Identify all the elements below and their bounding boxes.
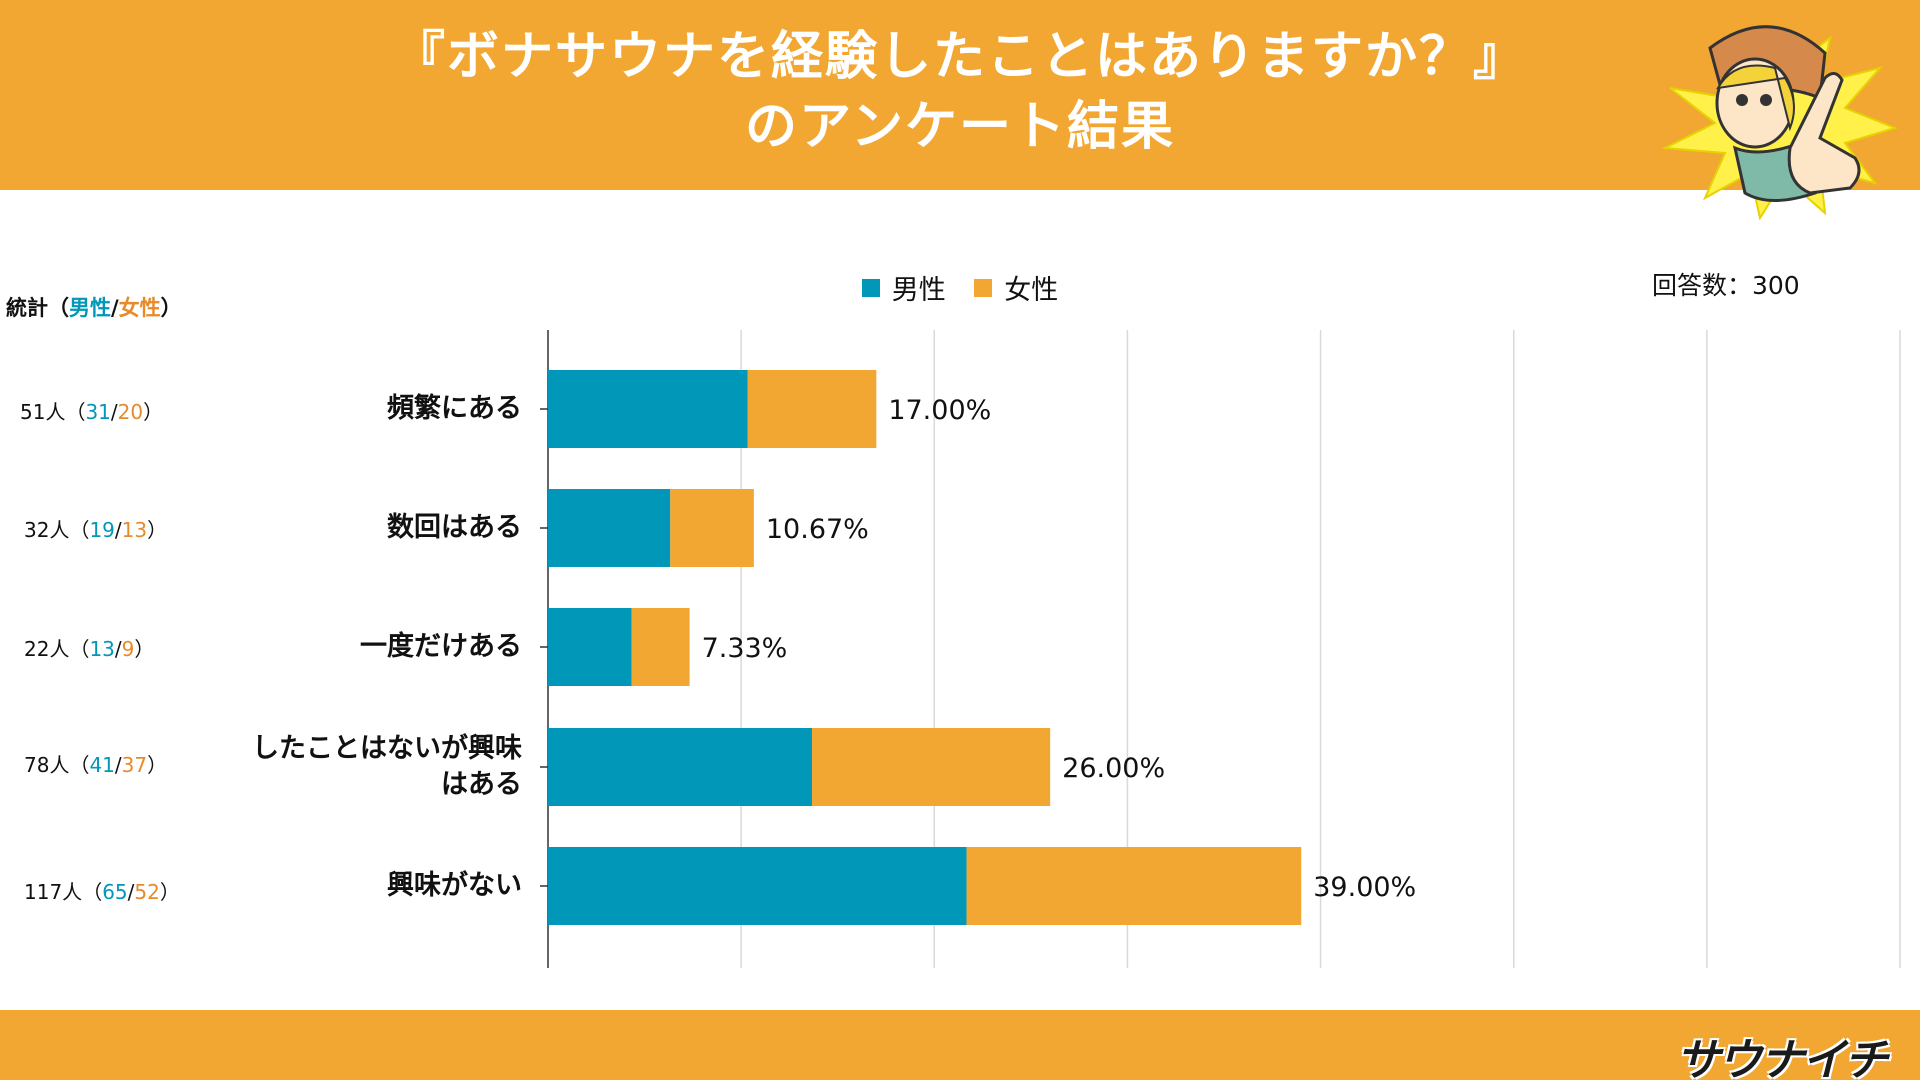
stats-title: 統計（男性/女性） xyxy=(6,292,182,322)
stat-male: 41 xyxy=(89,753,115,777)
stat-total: 117人 xyxy=(24,880,83,904)
stat-female: 13 xyxy=(121,518,148,542)
stat-total: 32人 xyxy=(24,518,70,542)
stat-row: 22人（13/9） xyxy=(24,637,155,661)
stats-title-male: 男性 xyxy=(69,296,111,320)
stat-male: 19 xyxy=(89,518,115,542)
header-banner: 『ボナサウナを経験したことはありますか？』 のアンケート結果 xyxy=(0,0,1920,190)
category-label: 一度だけある xyxy=(360,629,522,665)
category-label-line: 一度だけある xyxy=(360,631,522,662)
category-label-line: したことはないが興味 xyxy=(252,733,522,764)
stat-row: 32人（19/13） xyxy=(24,518,168,542)
data-label: 10.67% xyxy=(766,514,869,545)
data-label: 39.00% xyxy=(1313,872,1416,903)
legend-swatch-male xyxy=(861,278,880,297)
respondent-count: 回答数：300 xyxy=(1652,271,1800,300)
title-line-2: のアンケート結果 xyxy=(745,97,1175,157)
bar-male xyxy=(548,847,967,925)
category-label-line: はある xyxy=(441,769,522,800)
legend-item-female: 女性 xyxy=(974,268,1058,307)
stat-female: 37 xyxy=(121,753,148,777)
bar-female xyxy=(670,489,754,567)
category-label: したことはないが興味はある xyxy=(252,731,522,803)
eye-left xyxy=(1736,94,1748,106)
hair-shape xyxy=(1716,64,1795,132)
stats-title-sep: / xyxy=(111,296,119,320)
stacked-bar-chart: 17.00% 10.67% 7.33% 26.00% 39.00% xyxy=(540,330,1901,968)
bar-male xyxy=(548,608,632,686)
legend-label-male: 男性 xyxy=(891,275,946,306)
stat-row: 117人（65/52） xyxy=(24,880,180,904)
footer-banner: サウナイチ xyxy=(0,1010,1920,1086)
bar-male xyxy=(548,370,748,448)
category-label: 頻繁にある xyxy=(387,391,522,427)
stats-title-female: 女性 xyxy=(118,296,161,320)
bar-male xyxy=(548,728,813,806)
category-label: 興味がない xyxy=(387,868,522,904)
eye-right xyxy=(1760,94,1772,106)
stat-female: 52 xyxy=(134,880,160,904)
bar-female xyxy=(631,608,690,686)
bar-female xyxy=(747,370,877,448)
category-label-line: 興味がない xyxy=(387,870,522,901)
data-label: 26.00% xyxy=(1062,753,1165,784)
stat-male: 65 xyxy=(102,880,128,904)
stats-title-suffix: ） xyxy=(160,296,182,320)
stats-title-prefix: 統計（ xyxy=(6,296,69,320)
stat-total: 78人 xyxy=(24,753,70,777)
data-label: 7.33% xyxy=(702,633,788,664)
brand-logo: サウナイチ xyxy=(1676,1035,1888,1086)
stat-male: 13 xyxy=(89,637,115,661)
bar-male xyxy=(548,489,671,567)
bar-female xyxy=(966,847,1302,925)
data-label: 17.00% xyxy=(888,395,991,426)
stat-row: 51人（31/20） xyxy=(20,400,164,424)
category-label-line: 頻繁にある xyxy=(387,393,522,424)
page-title: 『ボナサウナを経験したことはありますか？』 のアンケート結果 xyxy=(0,22,1920,162)
title-line-1: 『ボナサウナを経験したことはありますか？』 xyxy=(392,27,1527,87)
chart-legend: 男性 女性 xyxy=(0,268,1920,307)
stat-male: 31 xyxy=(85,400,111,424)
pointing-hand xyxy=(1787,72,1861,195)
stat-row: 78人（41/37） xyxy=(24,753,168,777)
legend-item-male: 男性 xyxy=(861,268,946,307)
stat-total: 22人 xyxy=(24,637,70,661)
legend-swatch-female xyxy=(974,278,993,297)
legend-label-female: 女性 xyxy=(1004,275,1059,306)
stat-total: 51人 xyxy=(20,400,66,424)
mascot-illustration xyxy=(1661,25,1899,220)
stat-female: 20 xyxy=(117,400,144,424)
stat-female: 9 xyxy=(121,637,135,661)
category-label: 数回はある xyxy=(387,510,522,546)
category-label-line: 数回はある xyxy=(387,512,522,543)
bar-female xyxy=(812,728,1051,806)
